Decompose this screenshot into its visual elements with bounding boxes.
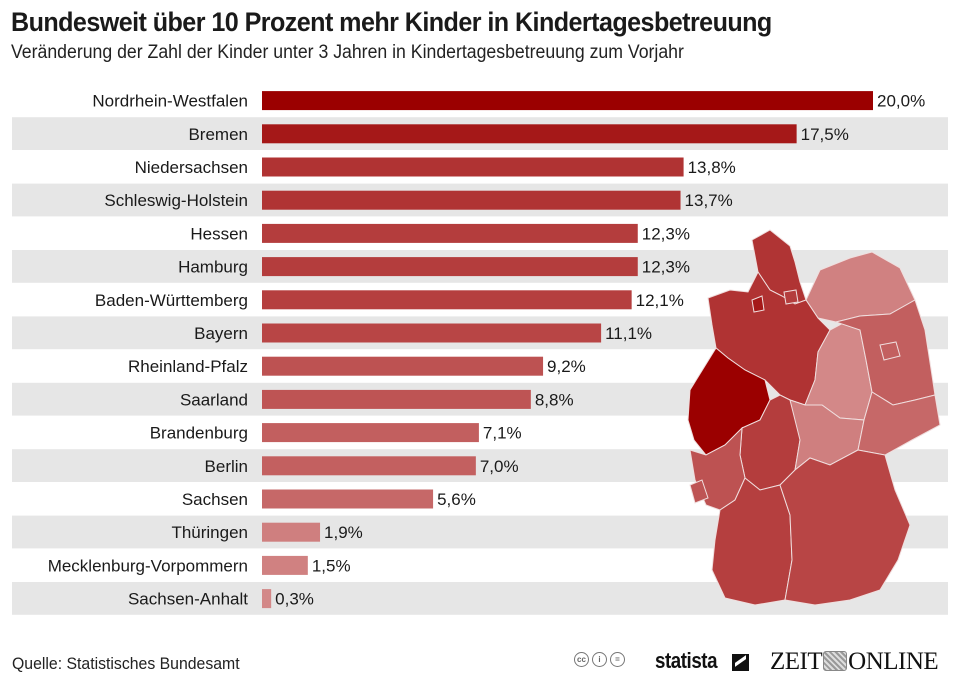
value-label: 9,2% [547,357,586,376]
value-label: 13,8% [688,158,736,177]
by-icon: i [592,652,607,667]
eagle-icon [823,651,848,671]
category-label: Hessen [190,224,248,243]
category-label: Schleswig-Holstein [104,191,248,210]
map-state-hamburg[interactable]: Hamburg [783,289,799,305]
category-label: Mecklenburg-Vorpommern [48,556,248,575]
bar[interactable] [262,124,797,144]
value-label: 1,9% [324,523,363,542]
category-label: Rheinland-Pfalz [128,357,248,376]
bar[interactable] [262,323,602,343]
value-label: 0,3% [275,590,314,609]
bar[interactable] [262,522,321,542]
category-label: Thüringen [171,523,248,542]
chart-subtitle: Veränderung der Zahl der Kinder unter 3 … [11,42,684,63]
value-label: 13,7% [685,191,733,210]
nd-icon: = [610,652,625,667]
category-label: Sachsen [182,490,248,509]
map-state-bayern[interactable]: Bayern [779,449,911,606]
bar[interactable] [262,356,544,376]
bar[interactable] [262,589,272,609]
bar[interactable] [262,157,684,177]
bar[interactable] [262,389,531,409]
category-labels: Nordrhein-Westfalen Bremen Niedersachsen Sc… [48,92,249,609]
zeit-logo-text: ZEIT [770,648,823,675]
zeit-online-logo[interactable]: ZEIT ONLINE [770,648,939,676]
value-labels: 20,0% 17,5% 13,8% 13,7% 12,3% 12,3% 12,1% 11,1%… [275,92,925,609]
category-label: Niedersachsen [135,158,248,177]
source-note: Quelle: Statistisches Bundesamt [12,654,240,673]
value-label: 20,0% [877,92,925,111]
category-label: Hamburg [178,258,248,277]
online-logo-text: ONLINE [848,648,939,675]
bar[interactable] [262,257,638,277]
map-state-sachsen[interactable]: Sachsen [857,391,941,456]
map-state-bremen[interactable]: Bremen [751,295,765,313]
value-label: 11,1% [605,324,652,343]
value-label: 12,1% [636,291,684,310]
value-label: 17,5% [801,125,849,144]
value-label: 12,3% [642,224,690,243]
value-label: 8,8% [535,390,574,409]
value-label: 5,6% [437,490,476,509]
cc-icon: cc [574,652,589,667]
statista-logo-icon [732,654,749,671]
category-label: Brandenburg [150,424,248,443]
germany-map: Schleswig-HolsteinMecklenburg-Vorpommern… [687,229,941,606]
value-label: 7,1% [483,424,522,443]
map-state-saarland[interactable]: Saarland [689,479,709,504]
license-icons[interactable]: cc i = [574,652,625,667]
bar[interactable] [262,489,434,509]
bar[interactable] [262,423,479,443]
value-label: 7,0% [480,457,519,476]
bar[interactable] [262,91,873,111]
statista-logo[interactable]: statista [655,648,718,673]
map-state-berlin[interactable]: Berlin [879,341,901,361]
bar[interactable] [262,190,681,210]
category-label: Bremen [188,125,248,144]
category-label: Baden-Württemberg [95,291,248,310]
chart-title: Bundesweit über 10 Prozent mehr Kinder i… [11,7,772,37]
value-label: 12,3% [642,258,690,277]
category-label: Sachsen-Anhalt [128,590,248,609]
category-label: Saarland [180,390,248,409]
bar[interactable] [262,223,638,243]
category-label: Berlin [205,457,248,476]
bar[interactable] [262,290,632,310]
bar[interactable] [262,555,308,575]
category-label: Nordrhein-Westfalen [92,92,248,111]
bars [262,91,873,609]
category-label: Bayern [194,324,248,343]
bar[interactable] [262,456,476,476]
value-label: 1,5% [312,556,351,575]
